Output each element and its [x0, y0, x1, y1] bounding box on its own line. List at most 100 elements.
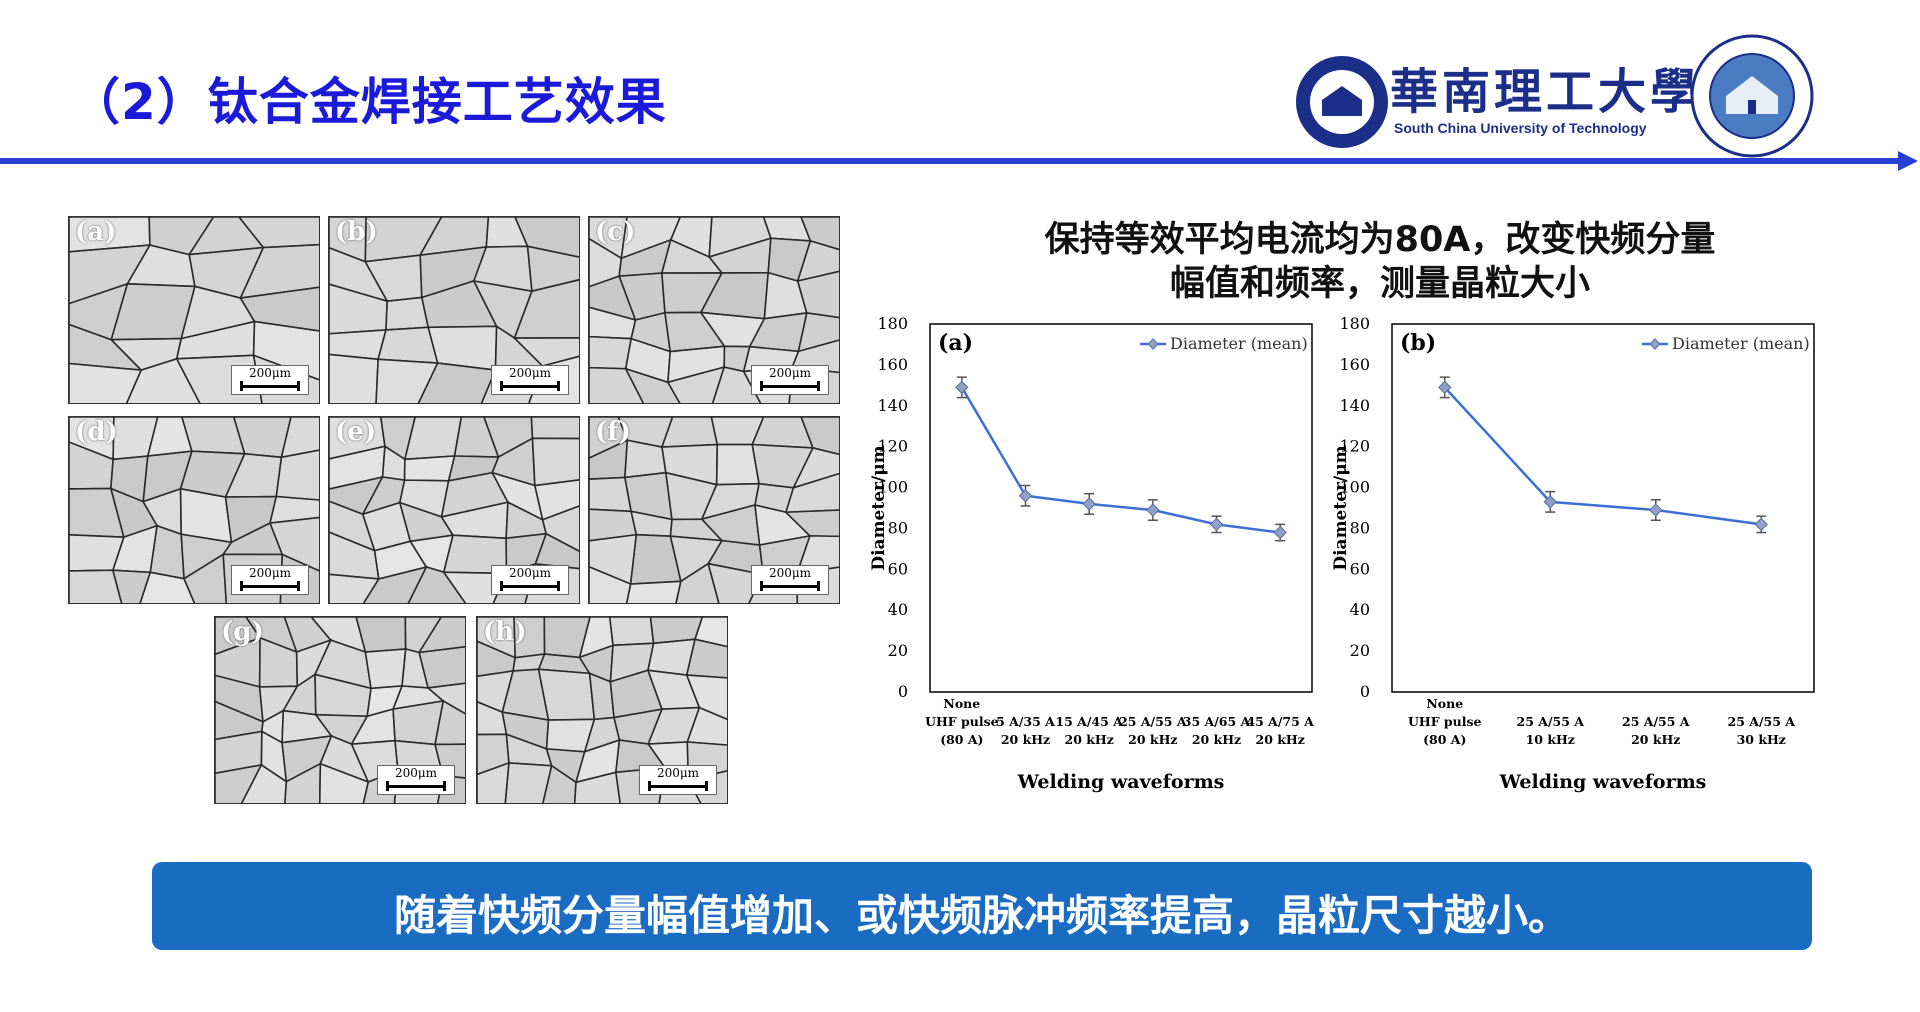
x-axis-label: Welding waveforms: [1499, 771, 1707, 793]
y-tick-label: 120: [877, 437, 908, 456]
micrograph-label: (g): [221, 617, 264, 647]
scale-bar: 200μm: [491, 365, 569, 395]
y-tick-label: 60: [1350, 559, 1370, 578]
x-tick-label: (80 A): [1423, 732, 1466, 747]
data-point: [1146, 503, 1160, 517]
university-name-en: South China University of Technology: [1394, 120, 1647, 136]
legend-marker: [1649, 338, 1661, 350]
series-line: [1443, 386, 1762, 526]
scale-bar-line: [760, 381, 820, 391]
data-point: [1754, 517, 1768, 532]
chart-a: 0 20 40 60 80 100 120 140 160 180 Diameter/μm (a) No…: [869, 314, 1314, 793]
chart-heading-line2: 幅值和频率，测量晶粒大小: [1169, 264, 1590, 304]
legend-label: Diameter (mean): [1672, 334, 1810, 353]
scale-bar: 200μm: [751, 365, 829, 395]
micrograph-d: (d) 200μm: [68, 416, 320, 604]
series-line: [960, 386, 1281, 534]
y-tick-label: 80: [888, 518, 908, 537]
y-tick-label: 60: [888, 559, 908, 578]
university-logo-group: 華南理工大學 South China University of Technol…: [1290, 34, 1910, 158]
data-point: [1438, 380, 1452, 395]
scale-bar-label: 200μm: [656, 766, 700, 780]
micrograph-label: (f): [595, 417, 631, 447]
y-tick-label: 0: [898, 682, 908, 701]
x-tick-label: None: [1426, 696, 1463, 711]
y-tick-label: 40: [1350, 600, 1370, 619]
y-tick-label: 140: [877, 396, 908, 415]
scale-bar: 200μm: [639, 765, 717, 795]
scale-bar-label: 200μm: [768, 366, 812, 380]
y-axis-label: Diameter/μm: [1331, 445, 1351, 570]
scale-bar-line: [500, 381, 560, 391]
y-tick-label: 180: [877, 314, 908, 333]
x-tick-label: 25 A/55 A: [1119, 714, 1187, 729]
x-tick-label: (80 A): [940, 732, 983, 747]
data-point: [1649, 503, 1663, 517]
plot-frame: [929, 323, 1313, 693]
scale-bar: 200μm: [231, 565, 309, 595]
micrograph-label: (a): [75, 217, 117, 247]
data-point: [955, 380, 969, 395]
y-tick-label: 160: [877, 355, 908, 374]
chart-heading: 保持等效平均电流均为80A，改变快频分量 幅值和频率，测量晶粒大小: [960, 218, 1800, 306]
scale-bar-line: [240, 581, 300, 591]
plot-frame: [1391, 323, 1815, 693]
university-emblem-icon: [1690, 34, 1814, 158]
micrograph-h: (h) 200μm: [476, 616, 728, 804]
x-tick-label: 5 A/35 A: [996, 714, 1055, 729]
x-tick-label: 25 A/55 A: [1728, 714, 1796, 729]
scale-bar-line: [500, 581, 560, 591]
micrograph-f: (f) 200μm: [588, 416, 840, 604]
x-tick-label: 35 A/65 A: [1183, 714, 1251, 729]
y-tick-label: 180: [1339, 314, 1370, 333]
micrograph-label: (h): [483, 617, 527, 647]
header-divider: [0, 158, 1900, 164]
scale-bar: 200μm: [751, 565, 829, 595]
scale-bar-line: [386, 781, 446, 791]
x-tick-label: 20 kHz: [1128, 732, 1177, 747]
x-tick-label: 20 kHz: [1065, 732, 1114, 747]
y-tick-label: 100: [877, 478, 908, 497]
scale-bar-line: [760, 581, 820, 591]
micrograph-g: (g) 200μm: [214, 616, 466, 804]
grain-texture: [589, 417, 839, 603]
data-point: [1543, 495, 1557, 509]
conclusion-text: 随着快频分量幅值增加、或快频脉冲频率提高，晶粒尺寸越小。: [393, 891, 1570, 940]
scale-bar-label: 200μm: [508, 366, 552, 380]
x-tick-label: 45 A/75 A: [1246, 714, 1314, 729]
y-tick-label: 160: [1339, 355, 1370, 374]
panel-label: (a): [938, 330, 973, 356]
grain-texture: [69, 217, 319, 403]
scale-bar: 200μm: [491, 565, 569, 595]
micrograph-label: (c): [595, 217, 636, 247]
y-tick-label: 100: [1339, 478, 1370, 497]
x-tick-label: 20 kHz: [1256, 732, 1305, 747]
y-tick-label: 120: [1339, 437, 1370, 456]
y-axis-label: Diameter/μm: [869, 445, 889, 570]
page-title: （2）钛合金焊接工艺效果: [70, 73, 667, 131]
micrograph-label: (b): [335, 217, 378, 247]
chart-heading-line1: 保持等效平均电流均为80A，改变快频分量: [1044, 220, 1716, 260]
micrograph-label: (e): [335, 417, 377, 447]
scale-bar-label: 200μm: [248, 566, 292, 580]
legend-marker: [1147, 338, 1159, 350]
scale-bar-line: [648, 781, 708, 791]
data-point: [1018, 489, 1033, 503]
scale-bar-line: [240, 381, 300, 391]
scale-bar-label: 200μm: [248, 366, 292, 380]
x-tick-label: 25 A/55 A: [1622, 714, 1690, 729]
micrograph-c: (c) 200μm: [588, 216, 840, 404]
conclusion-banner: 随着快频分量幅值增加、或快频脉冲频率提高，晶粒尺寸越小。: [152, 862, 1812, 950]
scale-bar-label: 200μm: [394, 766, 438, 780]
scale-bar-label: 200μm: [508, 566, 552, 580]
x-tick-label: 30 kHz: [1737, 732, 1786, 747]
micrograph-e: (e) 200μm: [328, 416, 580, 604]
y-tick-label: 20: [1350, 641, 1370, 660]
x-tick-label: UHF pulse: [1408, 714, 1482, 729]
y-tick-label: 40: [888, 600, 908, 619]
micrograph-b: (b) 200μm: [328, 216, 580, 404]
x-tick-label: 15 A/45 A: [1055, 714, 1123, 729]
y-tick-label: 0: [1360, 682, 1370, 701]
micrograph-label: (d): [75, 417, 118, 447]
x-tick-label: 20 kHz: [1631, 732, 1680, 747]
